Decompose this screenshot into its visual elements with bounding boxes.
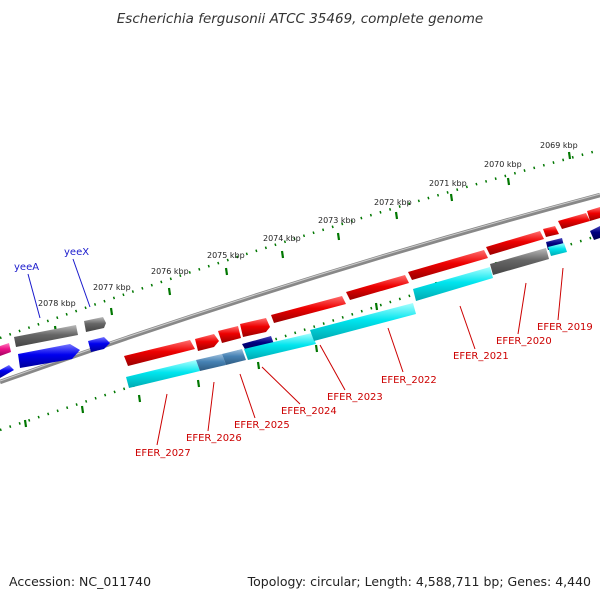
scale-label: 2073 kbp <box>318 216 356 225</box>
scale-label: 2077 kbp <box>93 283 131 292</box>
cyan-rna-track <box>126 226 600 388</box>
rna-feature-navy[interactable] <box>590 226 600 240</box>
rna-feature-steel[interactable] <box>222 349 246 365</box>
scale-label: 2076 kbp <box>151 267 189 276</box>
gene-feature-blue[interactable] <box>88 337 110 352</box>
genome-summary-text: Topology: circular; Length: 4,588,711 bp… <box>247 574 591 589</box>
left-blue-features <box>0 337 110 378</box>
scale-label: 2078 kbp <box>38 299 76 308</box>
locus-label-EFER_2021[interactable]: EFER_2021 <box>453 351 509 362</box>
cds-feature[interactable] <box>587 207 600 221</box>
gene-feature-blue[interactable] <box>18 344 80 368</box>
outer-scale-dots <box>0 148 600 340</box>
cds-feature[interactable] <box>195 334 219 351</box>
gene-feature-blue[interactable] <box>0 343 11 356</box>
gene-feature-yeeX[interactable] <box>84 317 106 332</box>
genome-backbone-highlight <box>0 193 600 382</box>
locus-label-EFER_2024[interactable]: EFER_2024 <box>281 406 337 417</box>
locus-label-EFER_2027[interactable]: EFER_2027 <box>135 448 191 459</box>
cds-feature[interactable] <box>124 340 195 366</box>
rna-feature-grey[interactable] <box>490 248 549 275</box>
locus-tag-text: EFER_2019 EFER_2020 EFER_2021 EFER_2022 … <box>135 322 593 459</box>
rna-feature-steel[interactable] <box>196 354 226 371</box>
rna-feature[interactable] <box>244 333 316 360</box>
locus-label-EFER_2020[interactable]: EFER_2020 <box>496 336 552 347</box>
cds-feature[interactable] <box>346 275 409 300</box>
locus-tag-labels <box>156 267 564 446</box>
outer-gene-track <box>14 317 106 347</box>
map-title: Escherichia fergusonii ATCC 35469, compl… <box>117 11 483 27</box>
gene-feature-yeeA[interactable] <box>14 325 78 347</box>
rna-feature[interactable] <box>548 243 567 256</box>
scale-label: 2071 kbp <box>429 179 467 188</box>
accession-text: Accession: NC_011740 <box>9 574 152 589</box>
cds-feature[interactable] <box>543 226 559 237</box>
rna-feature[interactable] <box>126 360 200 388</box>
locus-label-EFER_2023[interactable]: EFER_2023 <box>327 392 383 403</box>
genome-backbone <box>0 192 600 385</box>
scale-label: 2069 kbp <box>540 141 578 150</box>
gene-name-labels: yeeA yeeX <box>14 247 91 319</box>
rna-feature[interactable] <box>413 267 493 301</box>
cds-feature[interactable] <box>558 213 590 229</box>
gene-label-yeeX[interactable]: yeeX <box>64 247 89 258</box>
cds-feature[interactable] <box>271 296 346 323</box>
scale-label: 2075 kbp <box>207 251 245 260</box>
red-cds-track <box>124 207 600 366</box>
gene-feature-blue[interactable] <box>0 365 14 378</box>
locus-label-EFER_2025[interactable]: EFER_2025 <box>234 420 290 431</box>
cds-feature[interactable] <box>408 250 488 280</box>
cds-feature[interactable] <box>240 318 270 337</box>
cds-feature[interactable] <box>218 326 241 343</box>
locus-label-EFER_2019[interactable]: EFER_2019 <box>537 322 593 333</box>
locus-label-EFER_2026[interactable]: EFER_2026 <box>186 433 242 444</box>
locus-label-EFER_2022[interactable]: EFER_2022 <box>381 375 437 386</box>
scale-labels: 2069 kbp 2070 kbp 2071 kbp 2072 kbp 2073… <box>38 141 578 308</box>
cds-feature[interactable] <box>486 231 544 255</box>
scale-label: 2070 kbp <box>484 160 522 169</box>
scale-label: 2072 kbp <box>374 198 412 207</box>
gene-label-yeeA[interactable]: yeeA <box>14 262 39 273</box>
scale-label: 2074 kbp <box>263 234 301 243</box>
rna-feature[interactable] <box>310 303 416 341</box>
rna-feature-navy[interactable] <box>242 336 274 351</box>
